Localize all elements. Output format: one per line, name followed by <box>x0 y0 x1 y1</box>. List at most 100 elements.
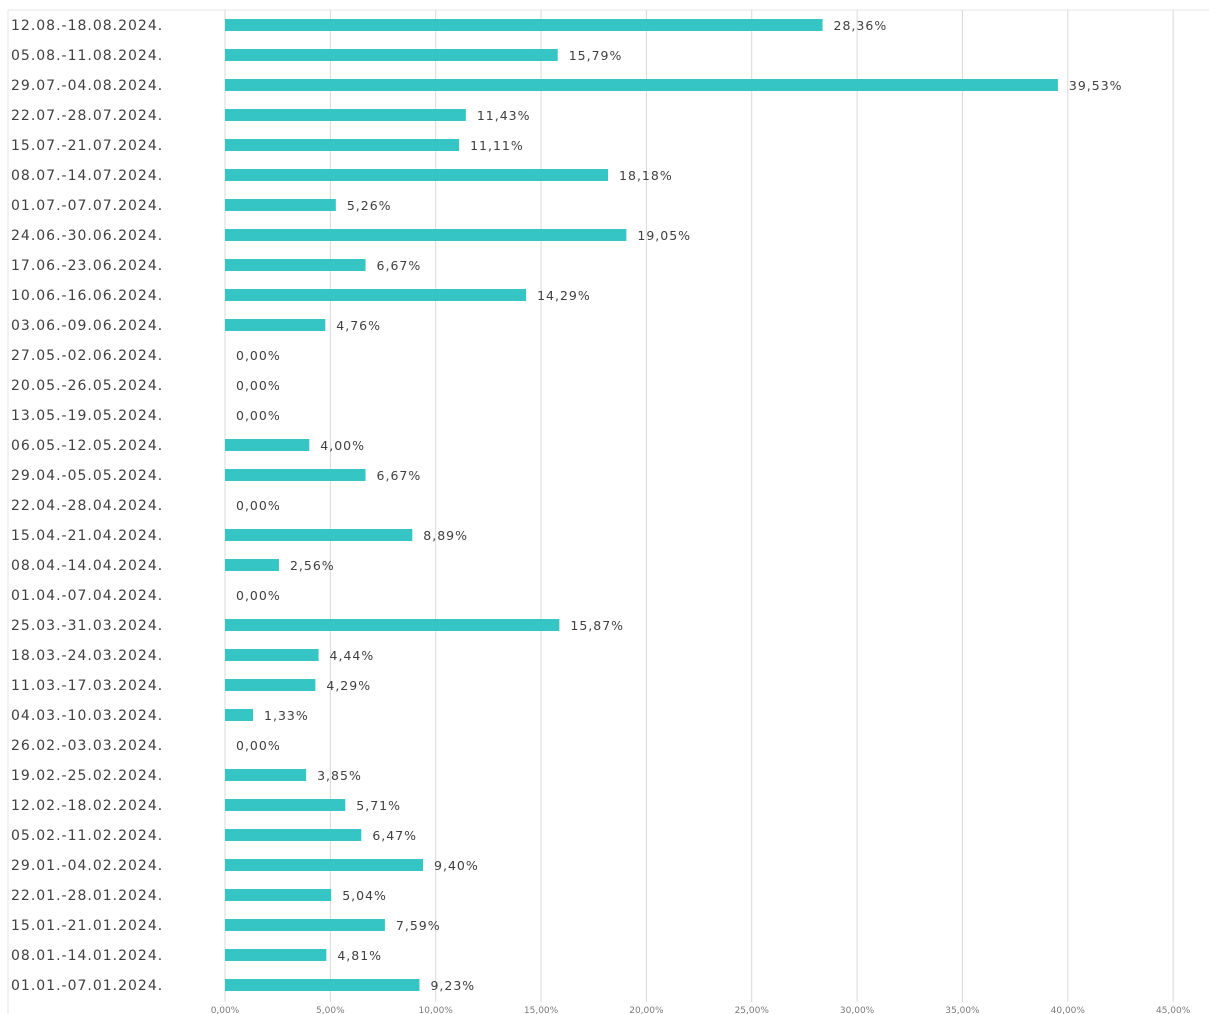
data-label: 5,26% <box>347 198 392 213</box>
data-label: 0,00% <box>236 408 281 423</box>
category-label: 15.07.-21.07.2024. <box>11 138 163 154</box>
bar <box>225 19 823 31</box>
bar <box>225 229 627 241</box>
category-label: 11.03.-17.03.2024. <box>11 678 163 694</box>
data-label: 15,87% <box>570 618 624 633</box>
data-label: 11,11% <box>470 138 524 153</box>
data-label: 3,85% <box>317 768 362 783</box>
x-tick-label: 5,00% <box>316 1006 345 1014</box>
data-label: 18,18% <box>619 168 673 183</box>
data-label: 1,33% <box>264 708 309 723</box>
category-label: 08.01.-14.01.2024. <box>11 948 163 964</box>
category-label: 01.07.-07.07.2024. <box>11 198 163 214</box>
x-tick-label: 10,00% <box>419 1006 454 1014</box>
data-label: 4,44% <box>330 648 375 663</box>
bar <box>225 949 327 961</box>
x-tick-label: 40,00% <box>1051 1006 1086 1014</box>
data-label: 7,59% <box>396 918 441 933</box>
category-label: 15.01.-21.01.2024. <box>11 918 163 934</box>
data-label: 19,05% <box>637 228 691 243</box>
bar <box>225 529 413 541</box>
category-label: 04.03.-10.03.2024. <box>11 708 163 724</box>
data-label: 0,00% <box>236 738 281 753</box>
bar <box>225 709 254 721</box>
category-label: 05.08.-11.08.2024. <box>11 48 163 64</box>
category-label: 08.04.-14.04.2024. <box>11 558 163 574</box>
bar <box>225 469 366 481</box>
category-label: 22.04.-28.04.2024. <box>11 498 163 514</box>
x-tick-label: 25,00% <box>735 1006 770 1014</box>
category-label: 12.02.-18.02.2024. <box>11 798 163 814</box>
category-label: 19.02.-25.02.2024. <box>11 768 163 784</box>
category-label: 25.03.-31.03.2024. <box>11 618 163 634</box>
category-label: 24.06.-30.06.2024. <box>11 228 163 244</box>
data-label: 6,47% <box>372 828 417 843</box>
category-label: 22.07.-28.07.2024. <box>11 108 163 124</box>
data-label: 9,23% <box>430 978 475 993</box>
data-label: 0,00% <box>236 348 281 363</box>
data-label: 8,89% <box>423 528 468 543</box>
data-label: 28,36% <box>834 18 888 33</box>
category-label: 29.04.-05.05.2024. <box>11 468 163 484</box>
data-label: 4,76% <box>336 318 381 333</box>
bar <box>225 289 527 301</box>
value-labels: 28,36% 15,79% 39,53% 11,43% 11,11% 18,18% 5,26… <box>236 18 1122 993</box>
bar <box>225 559 279 571</box>
category-label: 17.06.-23.06.2024. <box>11 258 163 274</box>
bar <box>225 109 466 121</box>
data-label: 9,40% <box>434 858 479 873</box>
data-label: 0,00% <box>236 378 281 393</box>
category-label: 20.05.-26.05.2024. <box>11 378 163 394</box>
bar <box>225 769 307 781</box>
category-label: 01.04.-07.04.2024. <box>11 588 163 604</box>
bar <box>225 319 326 331</box>
category-label: 29.01.-04.02.2024. <box>11 858 163 874</box>
bar <box>225 919 385 931</box>
x-tick-label: 35,00% <box>945 1006 980 1014</box>
data-label: 5,04% <box>342 888 387 903</box>
category-label: 27.05.-02.06.2024. <box>11 348 163 364</box>
category-label: 03.06.-09.06.2024. <box>11 318 163 334</box>
bar <box>225 979 420 991</box>
x-axis-ticks: 0,00% 5,00% 10,00% 15,00% 20,00% 25,00% 30,00%… <box>211 1006 1191 1014</box>
bar <box>225 139 460 151</box>
data-label: 5,71% <box>356 798 401 813</box>
category-label: 08.07.-14.07.2024. <box>11 168 163 184</box>
bar <box>225 259 366 271</box>
bar <box>225 49 558 61</box>
category-label: 10.06.-16.06.2024. <box>11 288 163 304</box>
bar <box>225 829 362 841</box>
bar <box>225 619 560 631</box>
data-label: 0,00% <box>236 498 281 513</box>
data-label: 2,56% <box>290 558 335 573</box>
bar <box>225 649 319 661</box>
data-label: 4,29% <box>326 678 371 693</box>
category-label: 06.05.-12.05.2024. <box>11 438 163 454</box>
data-label: 4,81% <box>337 948 382 963</box>
bar <box>225 169 609 181</box>
x-tick-label: 20,00% <box>629 1006 664 1014</box>
category-label: 15.04.-21.04.2024. <box>11 528 163 544</box>
category-label: 12.08.-18.08.2024. <box>11 18 163 34</box>
category-labels: 12.08.-18.08.2024. 05.08.-11.08.2024. 29.0… <box>11 18 163 994</box>
data-label: 15,79% <box>569 48 623 63</box>
category-label: 26.02.-03.03.2024. <box>11 738 163 754</box>
bar <box>225 439 310 451</box>
bar <box>225 889 332 901</box>
data-label: 6,67% <box>377 258 422 273</box>
category-label: 22.01.-28.01.2024. <box>11 888 163 904</box>
bar <box>225 199 336 211</box>
category-label: 13.05.-19.05.2024. <box>11 408 163 424</box>
data-label: 14,29% <box>537 288 591 303</box>
bar <box>225 679 316 691</box>
x-tick-label: 30,00% <box>840 1006 875 1014</box>
bar <box>225 799 346 811</box>
data-label: 11,43% <box>477 108 531 123</box>
bars <box>225 19 1058 991</box>
bar <box>225 859 424 871</box>
x-tick-label: 0,00% <box>211 1006 240 1014</box>
bar <box>225 79 1058 91</box>
category-label: 29.07.-04.08.2024. <box>11 78 163 94</box>
data-label: 4,00% <box>320 438 365 453</box>
